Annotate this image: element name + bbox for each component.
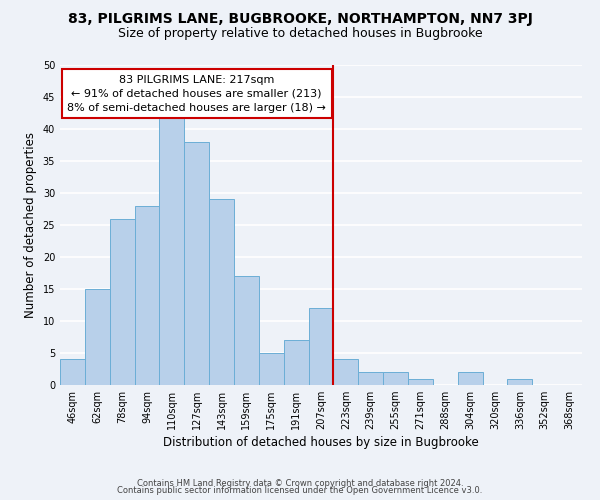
Bar [334, 360, 358, 385]
Bar [458, 372, 482, 385]
Bar [209, 200, 234, 385]
Bar [259, 353, 284, 385]
Text: Size of property relative to detached houses in Bugbrooke: Size of property relative to detached ho… [118, 28, 482, 40]
Bar [408, 378, 433, 385]
Text: 83 PILGRIMS LANE: 217sqm
← 91% of detached houses are smaller (213)
8% of semi-d: 83 PILGRIMS LANE: 217sqm ← 91% of detach… [67, 74, 326, 112]
Bar [308, 308, 334, 385]
Bar [110, 218, 134, 385]
Bar [508, 378, 532, 385]
X-axis label: Distribution of detached houses by size in Bugbrooke: Distribution of detached houses by size … [163, 436, 479, 450]
Bar [160, 116, 184, 385]
Y-axis label: Number of detached properties: Number of detached properties [24, 132, 37, 318]
Bar [358, 372, 383, 385]
Bar [284, 340, 308, 385]
Bar [60, 360, 85, 385]
Text: Contains HM Land Registry data © Crown copyright and database right 2024.: Contains HM Land Registry data © Crown c… [137, 478, 463, 488]
Bar [184, 142, 209, 385]
Bar [134, 206, 160, 385]
Text: 83, PILGRIMS LANE, BUGBROOKE, NORTHAMPTON, NN7 3PJ: 83, PILGRIMS LANE, BUGBROOKE, NORTHAMPTO… [68, 12, 532, 26]
Text: Contains public sector information licensed under the Open Government Licence v3: Contains public sector information licen… [118, 486, 482, 495]
Bar [85, 289, 110, 385]
Bar [234, 276, 259, 385]
Bar [383, 372, 408, 385]
